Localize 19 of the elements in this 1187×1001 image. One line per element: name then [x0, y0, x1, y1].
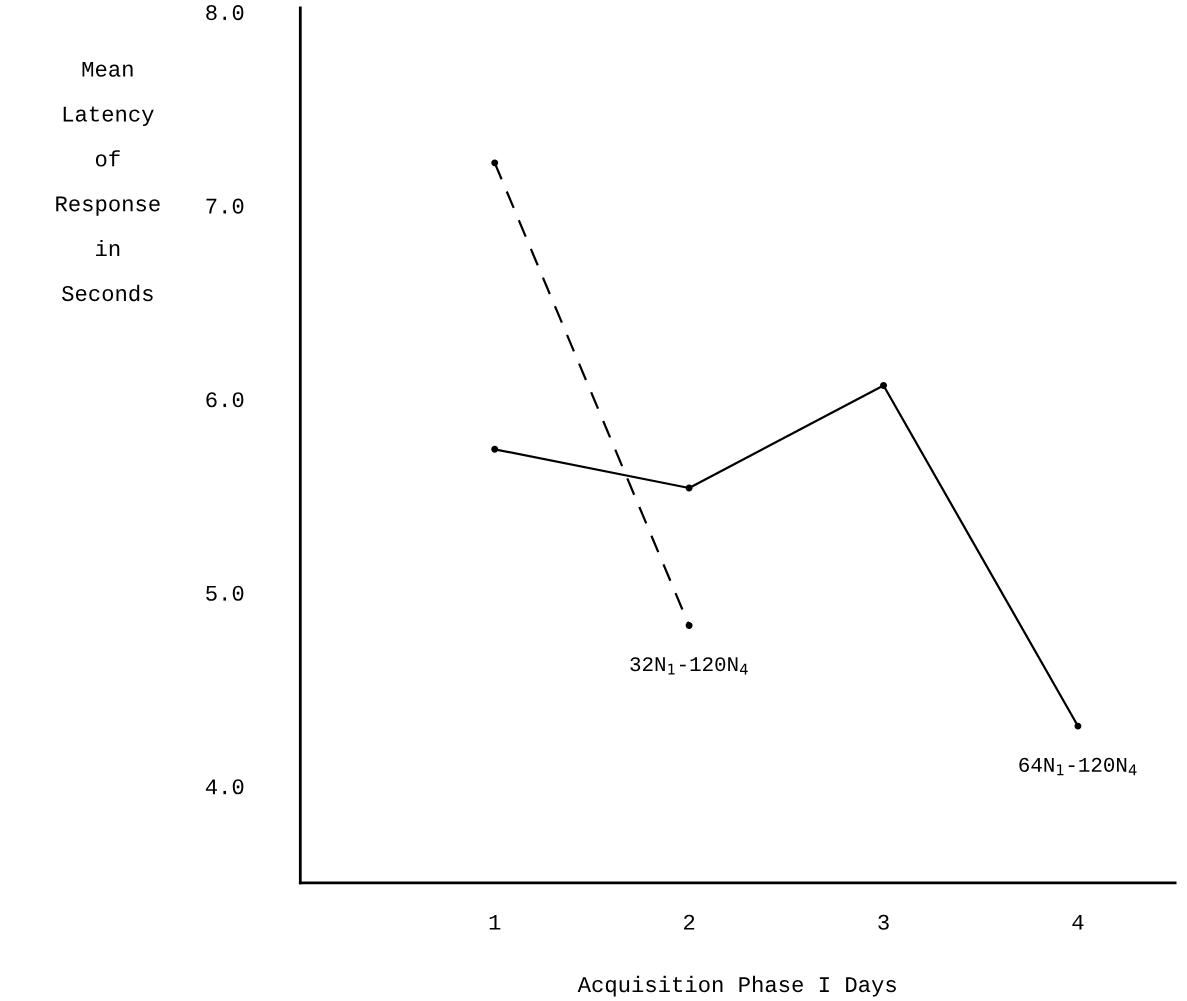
x-axis-title: Acquisition Phase I Days [577, 975, 896, 997]
point [685, 621, 693, 629]
y-tick-label: 7.0 [206, 198, 244, 214]
point [880, 381, 887, 389]
point [491, 159, 499, 167]
series-label: 64N$_{1}$-120N$_{4}$ [1019, 757, 1137, 776]
y-tick-label: 4.0 [205, 779, 244, 795]
text: Mean Latency of Response in Seconds [56, 61, 160, 302]
series-label: 32N$_{1}$-120N$_{4}$ [630, 657, 748, 675]
y-tick-label: 8.0 [206, 5, 244, 21]
x-tick-label: 1 [489, 914, 501, 930]
y-tick-label: 6.0 [206, 392, 244, 408]
x-tick-label: 3 [878, 914, 889, 930]
x-tick-label: 4 [1072, 914, 1084, 930]
y-tick-label: 5.0 [206, 585, 244, 601]
point [1074, 722, 1082, 730]
point [685, 484, 693, 492]
x-tick-label: 2 [684, 914, 695, 930]
point [491, 445, 499, 453]
